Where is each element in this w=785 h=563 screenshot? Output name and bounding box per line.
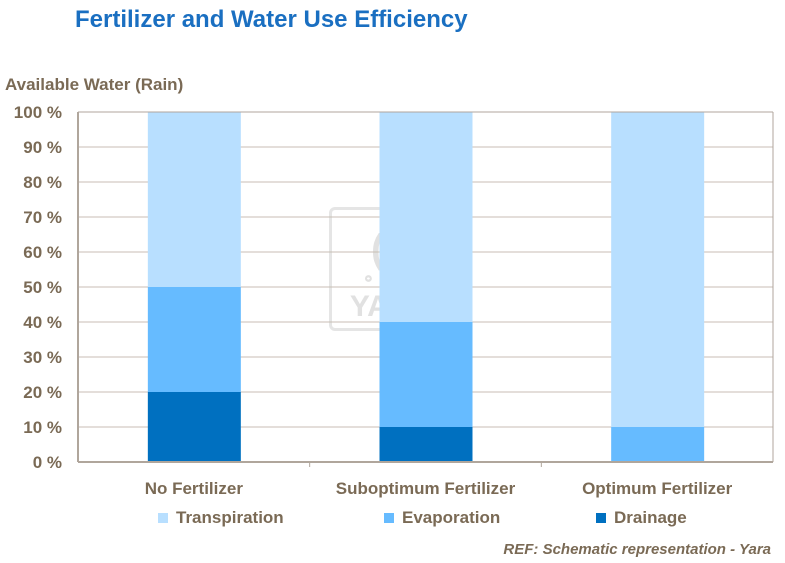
y-tick-label: 50 % bbox=[23, 278, 62, 297]
reference-note: REF: Schematic representation - Yara bbox=[503, 541, 771, 558]
bar-evaporation bbox=[611, 427, 705, 462]
legend-label: Evaporation bbox=[402, 508, 501, 527]
bar-transpiration bbox=[147, 112, 241, 287]
x-tick-label: Optimum Fertilizer bbox=[582, 479, 733, 498]
y-tick-label: 30 % bbox=[23, 348, 62, 367]
y-tick-label: 20 % bbox=[23, 383, 62, 402]
bar-evaporation bbox=[147, 287, 241, 392]
y-tick-label: 40 % bbox=[23, 313, 62, 332]
bar-drainage bbox=[379, 427, 473, 462]
chart-title: Fertilizer and Water Use Efficiency bbox=[75, 6, 468, 33]
bar-transpiration bbox=[611, 112, 705, 427]
y-tick-label: 10 % bbox=[23, 418, 62, 437]
legend-label: Drainage bbox=[614, 508, 687, 527]
legend-label: Transpiration bbox=[176, 508, 284, 527]
y-tick-label: 90 % bbox=[23, 138, 62, 157]
legend-item: Drainage bbox=[596, 508, 687, 528]
legend-swatch bbox=[596, 513, 606, 523]
bar-transpiration bbox=[379, 112, 473, 322]
legend-swatch bbox=[158, 513, 168, 523]
bar-drainage bbox=[147, 392, 241, 462]
legend-swatch bbox=[384, 513, 394, 523]
y-tick-label: 100 % bbox=[14, 103, 62, 122]
bar-evaporation bbox=[379, 322, 473, 427]
legend-item: Evaporation bbox=[384, 508, 500, 528]
x-tick-label: No Fertilizer bbox=[145, 479, 244, 498]
y-tick-label: 60 % bbox=[23, 243, 62, 262]
y-tick-label: 70 % bbox=[23, 208, 62, 227]
y-tick-label: 80 % bbox=[23, 173, 62, 192]
x-tick-label: Suboptimum Fertilizer bbox=[336, 479, 516, 498]
y-axis-label: Available Water (Rain) bbox=[5, 75, 184, 94]
y-tick-label: 0 % bbox=[33, 453, 62, 472]
legend-item: Transpiration bbox=[158, 508, 284, 528]
